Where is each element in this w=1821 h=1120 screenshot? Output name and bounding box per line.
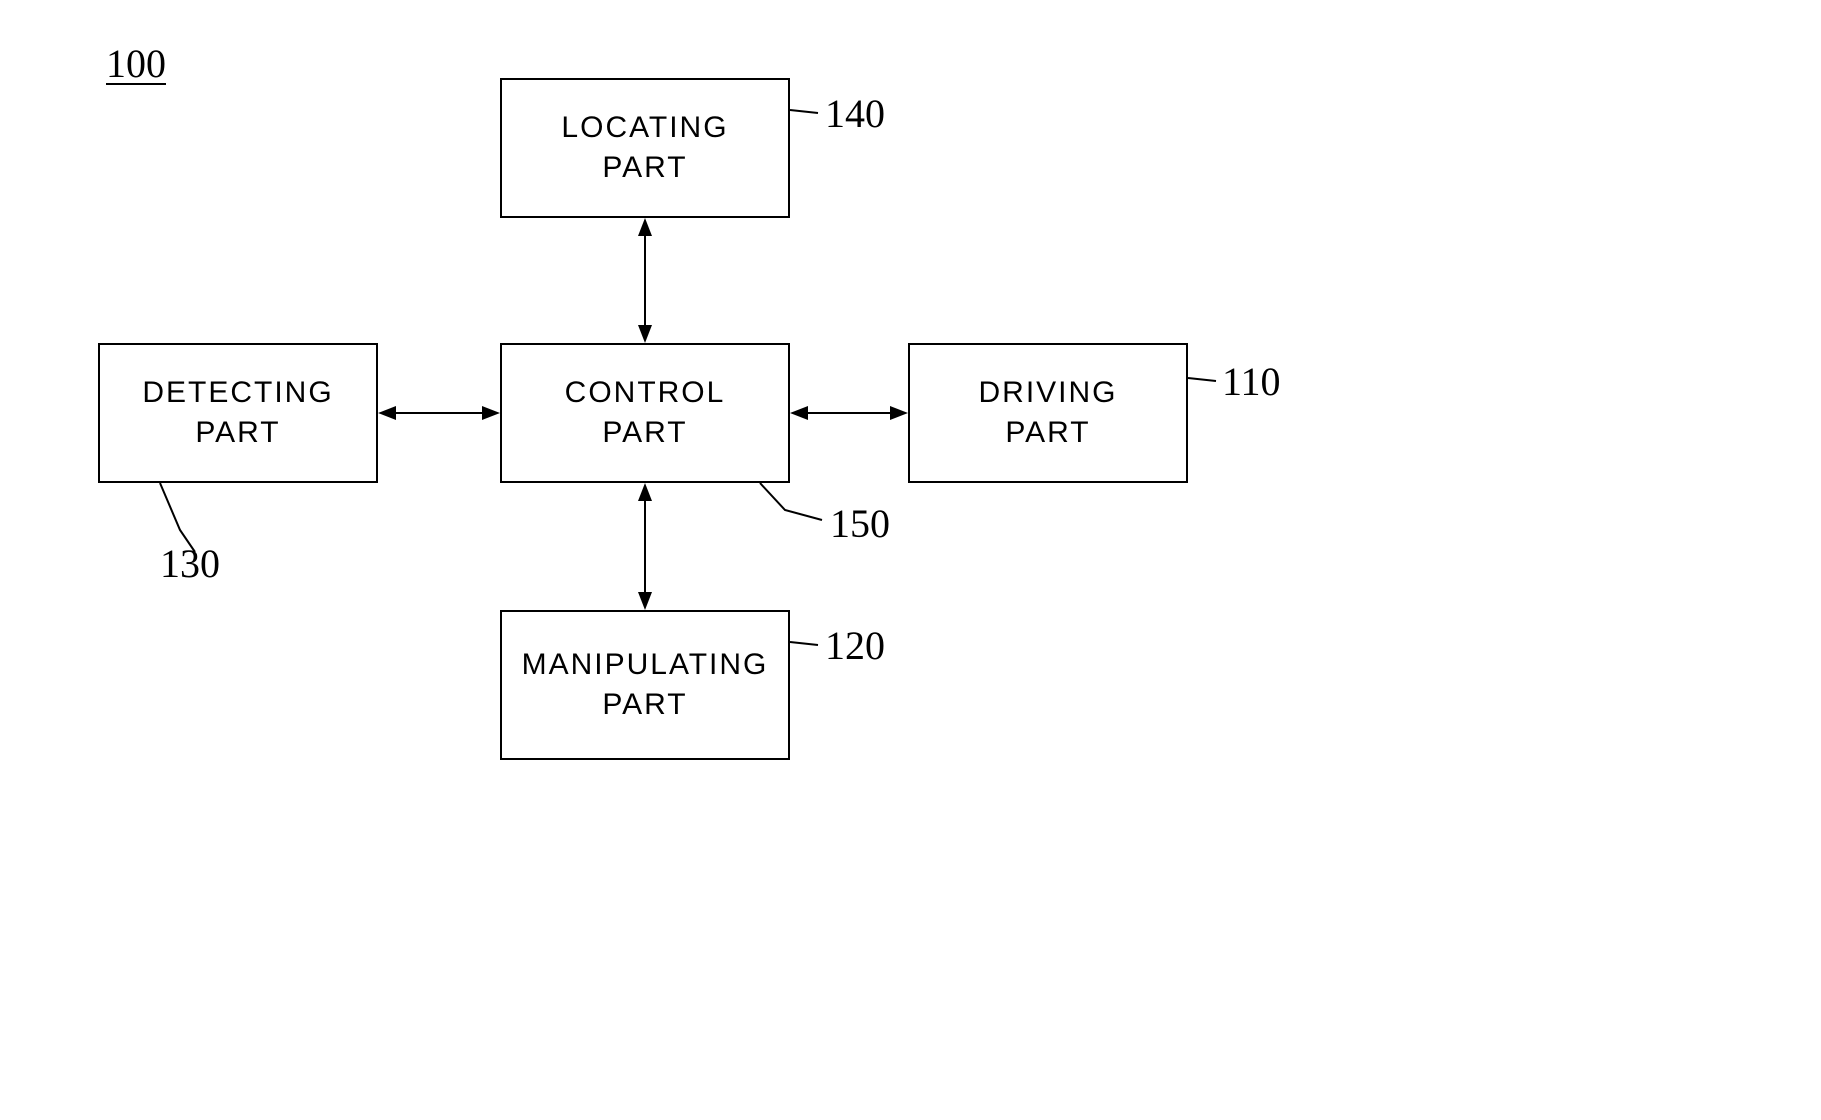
- node-driving: DRIVING PART: [908, 343, 1188, 483]
- connectors-svg: [0, 0, 1821, 1120]
- ref-120-text: 120: [825, 623, 885, 668]
- ref-110: 110: [1222, 358, 1281, 405]
- ref-140-text: 140: [825, 91, 885, 136]
- ref-140: 140: [825, 90, 885, 137]
- node-locating: LOCATING PART: [500, 78, 790, 218]
- node-driving-label-l1: DRIVING: [978, 376, 1117, 409]
- figure-ref-100-text: 100: [106, 41, 166, 86]
- node-control: CONTROL PART: [500, 343, 790, 483]
- node-locating-label-l1: LOCATING: [561, 111, 728, 144]
- node-detecting-label-l1: DETECTING: [142, 376, 333, 409]
- node-control-label-l1: CONTROL: [565, 376, 726, 409]
- node-detecting: DETECTING PART: [98, 343, 378, 483]
- ref-130-text: 130: [160, 541, 220, 586]
- node-locating-label: LOCATING PART: [561, 108, 728, 189]
- ref-130: 130: [160, 540, 220, 587]
- node-manipulating-label-l2: PART: [602, 688, 687, 721]
- ref-150-text: 150: [830, 501, 890, 546]
- node-manipulating: MANIPULATING PART: [500, 610, 790, 760]
- figure-ref-100: 100: [106, 40, 166, 87]
- node-manipulating-label-l1: MANIPULATING: [522, 648, 769, 681]
- ref-120: 120: [825, 622, 885, 669]
- node-detecting-label-l2: PART: [195, 416, 280, 449]
- node-control-label: CONTROL PART: [565, 373, 726, 454]
- node-control-label-l2: PART: [602, 416, 687, 449]
- node-driving-label-l2: PART: [1005, 416, 1090, 449]
- node-manipulating-label: MANIPULATING PART: [522, 645, 769, 726]
- ref-110-text: 110: [1222, 359, 1281, 404]
- ref-150: 150: [830, 500, 890, 547]
- node-detecting-label: DETECTING PART: [142, 373, 333, 454]
- node-driving-label: DRIVING PART: [978, 373, 1117, 454]
- diagram-canvas: 100 LOCATING PART DETECTING PART CONTROL…: [0, 0, 1821, 1120]
- node-locating-label-l2: PART: [602, 151, 687, 184]
